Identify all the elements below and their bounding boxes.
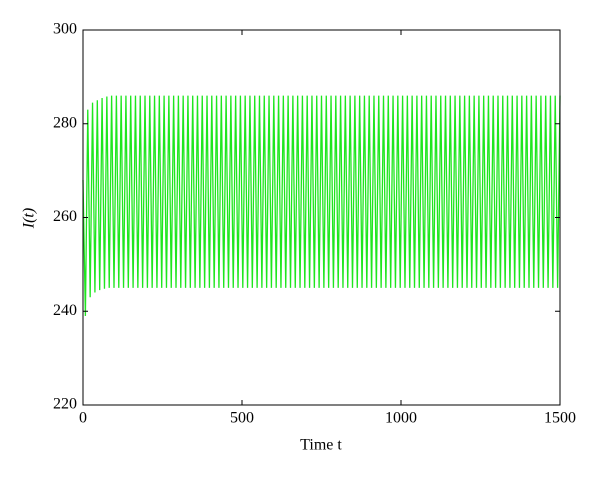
y-tick-label: 220 <box>53 396 77 413</box>
y-tick-label: 280 <box>53 114 77 131</box>
data-line <box>82 95 561 316</box>
x-axis-label: Time t <box>300 437 342 454</box>
x-tick-label: 1000 <box>385 410 417 427</box>
x-tick-label: 1500 <box>544 410 576 427</box>
plot-frame <box>82 29 561 406</box>
y-axis-label: I(t) <box>21 208 38 229</box>
x-tick-label: 0 <box>79 410 87 427</box>
x-tick-label: 500 <box>230 410 254 427</box>
y-tick-label: 300 <box>53 21 77 38</box>
y-tick-label: 240 <box>53 302 77 319</box>
y-tick-label: 260 <box>53 208 77 225</box>
